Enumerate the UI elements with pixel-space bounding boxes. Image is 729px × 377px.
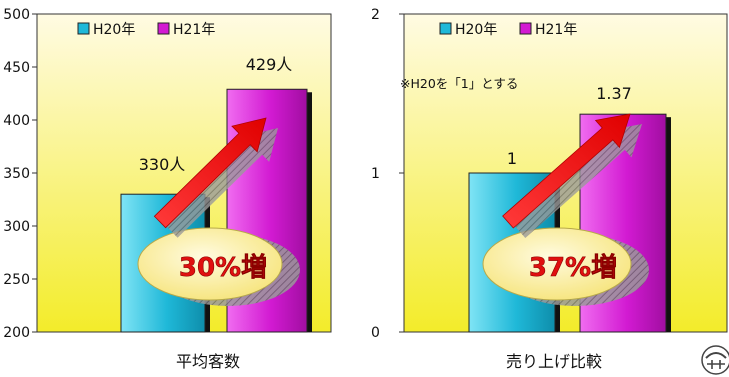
y-tick-label: 200 [3, 325, 30, 341]
legend-swatch [77, 22, 90, 35]
legend: H20年 H21年 [439, 22, 577, 38]
x-axis-label: 売り上げ比較 [506, 352, 602, 371]
stamp-logo [701, 345, 729, 375]
legend-label: H21年 [535, 22, 577, 38]
growth-arrow [502, 113, 631, 229]
y-tick-label: 400 [3, 113, 30, 129]
legend: H20年 H21年 [77, 22, 215, 38]
data-label: 1 [507, 149, 517, 168]
legend-swatch [439, 22, 452, 35]
y-tick-label: 300 [3, 219, 30, 235]
arrow-shadow [514, 124, 642, 238]
y-tick-label: 0 [371, 325, 380, 341]
y-tick-label: 250 [3, 272, 30, 288]
growth-percent: 37%増 [529, 253, 617, 283]
y-tick-label: 350 [3, 166, 30, 182]
data-label: 1.37 [596, 84, 632, 103]
legend-swatch [519, 22, 532, 35]
data-label: 429人 [246, 55, 293, 74]
growth-percent: 30%増 [179, 253, 267, 283]
legend-label: H20年 [93, 22, 135, 38]
growth-ellipse [482, 227, 632, 301]
chart-note: ※H20を「1」とする [400, 76, 518, 91]
y-tick-label: 450 [3, 60, 30, 76]
y-tick-label: 500 [3, 7, 30, 23]
y-tick-label: 1 [371, 166, 380, 182]
legend-label: H20年 [455, 22, 497, 38]
legend-label: H21年 [173, 22, 215, 38]
legend-swatch [157, 22, 170, 35]
x-axis-label: 平均客数 [176, 352, 240, 371]
growth-ellipse [137, 227, 283, 301]
chart-average-customers: 200 250 300 350 400 450 500 330人 429人 H20年 H21年 30%… [3, 7, 332, 371]
y-tick-label: 2 [371, 7, 380, 23]
data-label: 330人 [139, 155, 186, 174]
growth-arrow [153, 117, 267, 229]
arrow-shadow [166, 128, 278, 238]
